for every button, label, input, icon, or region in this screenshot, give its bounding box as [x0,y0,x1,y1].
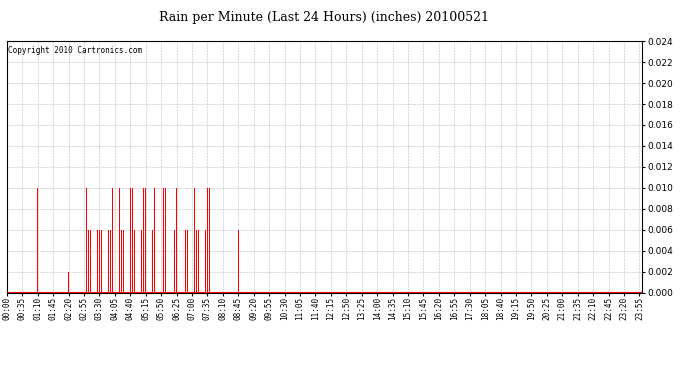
Text: Copyright 2010 Cartronics.com: Copyright 2010 Cartronics.com [8,46,142,55]
Text: Rain per Minute (Last 24 Hours) (inches) 20100521: Rain per Minute (Last 24 Hours) (inches)… [159,11,489,24]
